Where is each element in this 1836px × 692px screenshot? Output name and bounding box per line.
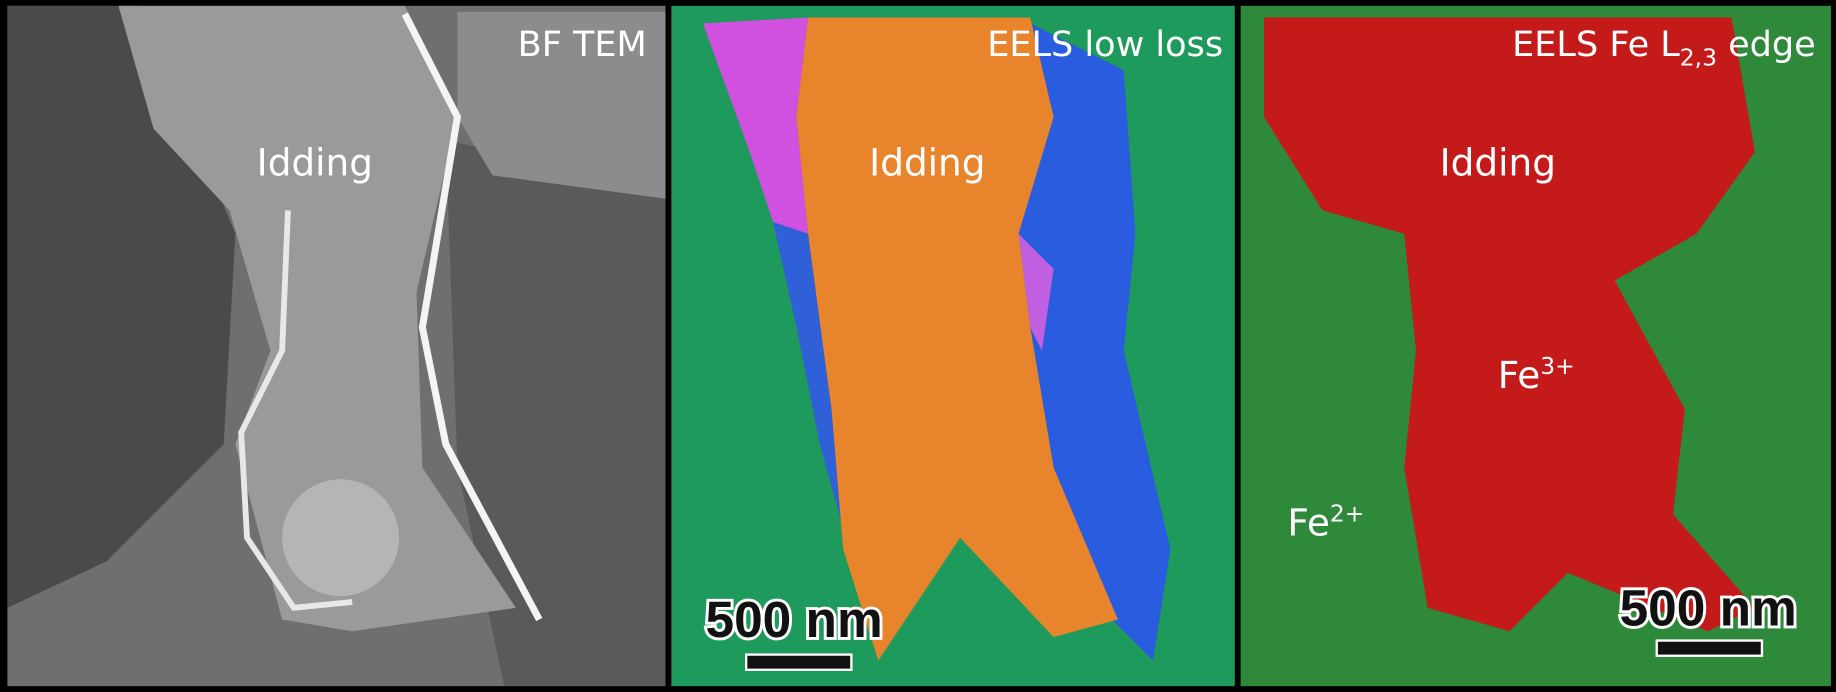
region-label: Idding bbox=[869, 140, 985, 184]
panel-eels-fe-edge: EELS Fe L2,3 edge Idding Fe3+ Fe2+ 500 n… bbox=[1241, 6, 1831, 686]
scale-bar-label: 500 nm bbox=[1620, 578, 1797, 636]
title-text: BF TEM bbox=[518, 24, 647, 65]
scale-bar bbox=[1657, 641, 1762, 656]
annotation-base: Fe bbox=[1287, 500, 1329, 544]
grain bbox=[282, 479, 399, 596]
title-text: EELS Fe L bbox=[1512, 24, 1680, 65]
figure: BF TEM Idding EELS low loss Idding 500 n… bbox=[0, 0, 1836, 692]
title-text: EELS low loss bbox=[987, 24, 1223, 65]
scale-bar bbox=[746, 655, 851, 670]
title-subscript: 2,3 bbox=[1680, 43, 1717, 71]
panel-title: EELS Fe L2,3 edge bbox=[1512, 24, 1816, 71]
region-label: Idding bbox=[257, 140, 373, 184]
panel-eels-low-loss: EELS low loss Idding 500 nm bbox=[671, 6, 1234, 686]
annotation-superscript: 3+ bbox=[1540, 352, 1574, 380]
annotation-base: Fe bbox=[1498, 353, 1540, 397]
region-label: Idding bbox=[1440, 140, 1556, 184]
page: {"panels": [ {"title": {"text": "BF TEM"… bbox=[0, 0, 1836, 692]
panel-bf-tem: BF TEM Idding bbox=[7, 6, 665, 686]
panel-title: EELS low loss bbox=[987, 24, 1223, 65]
annotation-superscript: 2+ bbox=[1330, 499, 1364, 527]
panel-title: BF TEM bbox=[518, 24, 647, 65]
title-text: edge bbox=[1717, 24, 1816, 65]
scale-bar-label: 500 nm bbox=[705, 590, 882, 648]
